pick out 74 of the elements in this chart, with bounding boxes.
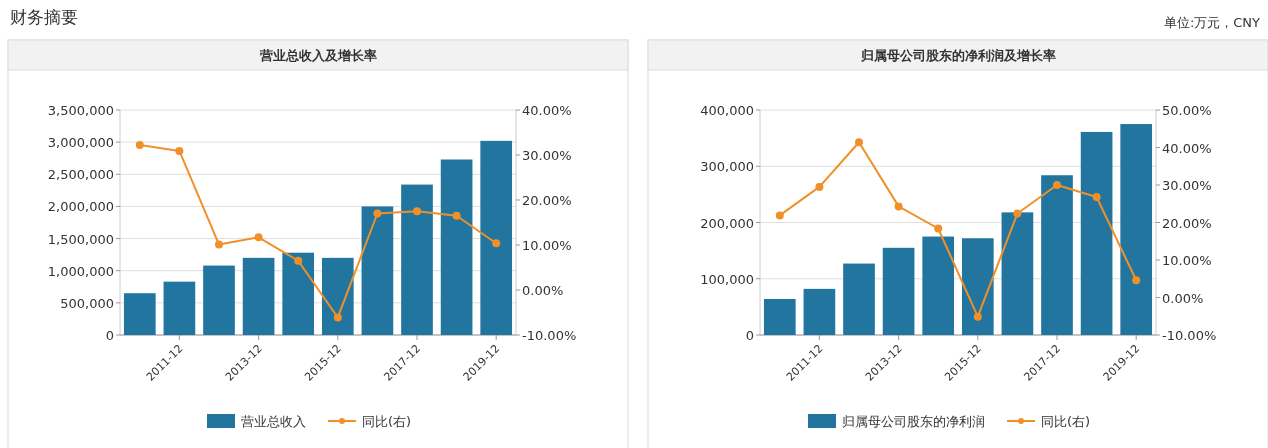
- bar: [163, 281, 196, 335]
- y2-tick-label: 10.00%: [1162, 253, 1212, 268]
- bar: [843, 263, 875, 335]
- y-tick-label: 3,000,000: [47, 135, 114, 151]
- y-tick-label: 3,500,000: [47, 103, 114, 118]
- y2-tick-label: -10.00%: [522, 328, 577, 343]
- point: [373, 209, 382, 218]
- point: [934, 224, 943, 233]
- y2-tick-label: 0.00%: [1162, 290, 1204, 306]
- point: [1013, 209, 1022, 218]
- legend-label: 归属母公司股东的净利润: [842, 414, 985, 429]
- legend-label: 同比(右): [362, 414, 412, 429]
- y2-tick-label: 40.00%: [1162, 140, 1212, 156]
- point: [973, 312, 982, 321]
- bar: [1080, 131, 1113, 335]
- point: [333, 313, 342, 322]
- y-tick-label: 500,000: [60, 295, 114, 311]
- point: [175, 146, 184, 155]
- point: [215, 240, 223, 249]
- y-tick-label: 200,000: [700, 215, 754, 231]
- y2-tick-label: 30.00%: [1162, 178, 1212, 193]
- point: [815, 182, 824, 191]
- bar: [1001, 212, 1034, 335]
- point: [413, 207, 421, 216]
- point: [775, 211, 784, 220]
- point: [135, 141, 144, 150]
- y-tick-label: 2,000,000: [47, 199, 114, 215]
- bar: [1041, 175, 1073, 335]
- bar: [361, 206, 394, 335]
- bar: [961, 238, 994, 335]
- point: [1132, 276, 1141, 285]
- bar: [882, 247, 915, 335]
- bar: [123, 293, 156, 335]
- point: [855, 138, 863, 147]
- y2-tick-label: 20.00%: [1162, 215, 1212, 231]
- bar: [321, 257, 354, 335]
- point: [294, 256, 303, 265]
- text: 财务摘要: [10, 7, 78, 27]
- chart-title: 归属母公司股东的净利润及增长率: [859, 48, 1056, 63]
- bar: [203, 265, 235, 335]
- bar: [282, 252, 315, 335]
- bar: [440, 159, 473, 335]
- legend-label: 同比(右): [1041, 414, 1091, 429]
- y-tick-label: 300,000: [700, 159, 754, 175]
- bar: [922, 236, 955, 335]
- y2-tick-label: 40.00%: [522, 103, 572, 118]
- point: [452, 211, 461, 220]
- point: [1053, 181, 1061, 189]
- y-tick-label: 0: [105, 328, 114, 343]
- y-tick-label: 1,000,000: [47, 263, 114, 279]
- point: [1092, 193, 1101, 201]
- y2-tick-label: 30.00%: [522, 148, 572, 163]
- y-tick-label: 2,500,000: [47, 167, 114, 183]
- y-tick-label: 0: [745, 328, 754, 343]
- text: 单位:万元，CNY: [1163, 15, 1261, 30]
- y2-tick-label: 0.00%: [522, 283, 564, 298]
- bar: [803, 288, 836, 335]
- bar: [401, 184, 433, 335]
- point: [894, 202, 903, 211]
- point: [492, 239, 501, 248]
- y2-tick-label: 10.00%: [522, 238, 572, 253]
- bar: [1120, 124, 1153, 335]
- bar: [480, 140, 513, 335]
- y2-tick-label: 20.00%: [522, 193, 572, 208]
- y-tick-label: 100,000: [700, 271, 754, 287]
- y2-tick-label: 50.00%: [1162, 103, 1212, 118]
- bar: [242, 257, 275, 335]
- legend-label: 营业总收入: [241, 414, 306, 429]
- point: [254, 233, 263, 242]
- y-tick-label: 400,000: [700, 103, 754, 118]
- y2-tick-label: -10.00%: [1162, 328, 1217, 343]
- chart-title: 营业总收入及增长率: [258, 48, 377, 63]
- bar: [763, 299, 796, 335]
- y-tick-label: 1,500,000: [47, 231, 114, 247]
